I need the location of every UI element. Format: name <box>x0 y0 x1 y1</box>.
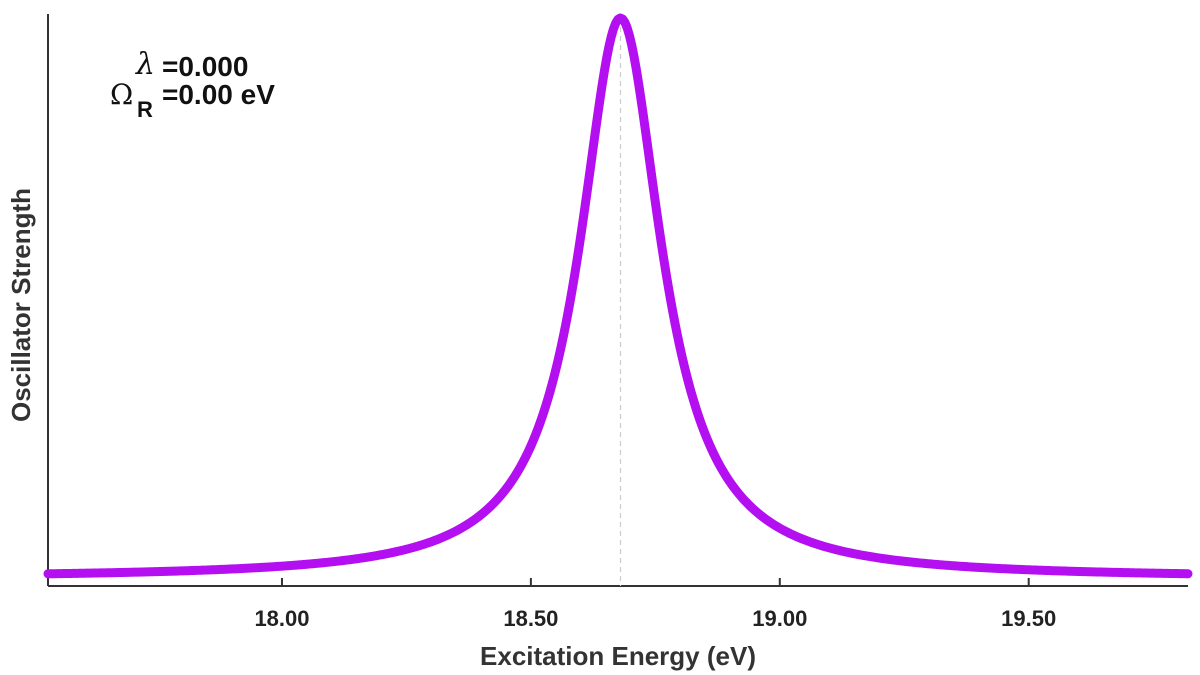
x-tick-label: 18.50 <box>503 606 558 631</box>
parameter-annotation: λ =0.000 Ω R =0.00 eV <box>110 47 275 122</box>
x-tick-label: 19.50 <box>1001 606 1056 631</box>
axes <box>47 14 1188 587</box>
x-tick-label: 18.00 <box>254 606 309 631</box>
x-ticks: 18.00 18.50 19.00 19.50 <box>254 578 1056 631</box>
y-axis-label: Oscillator Strength <box>6 188 36 422</box>
x-tick-label: 19.00 <box>752 606 807 631</box>
omega-subscript: R <box>137 97 153 122</box>
omega-value: =0.00 eV <box>162 79 275 110</box>
spectrum-line <box>43 13 1193 579</box>
x-axis-label: Excitation Energy (eV) <box>480 641 756 671</box>
lambda-symbol: λ <box>135 47 155 82</box>
omega-symbol: Ω <box>110 78 133 111</box>
lambda-value: =0.000 <box>162 51 248 82</box>
